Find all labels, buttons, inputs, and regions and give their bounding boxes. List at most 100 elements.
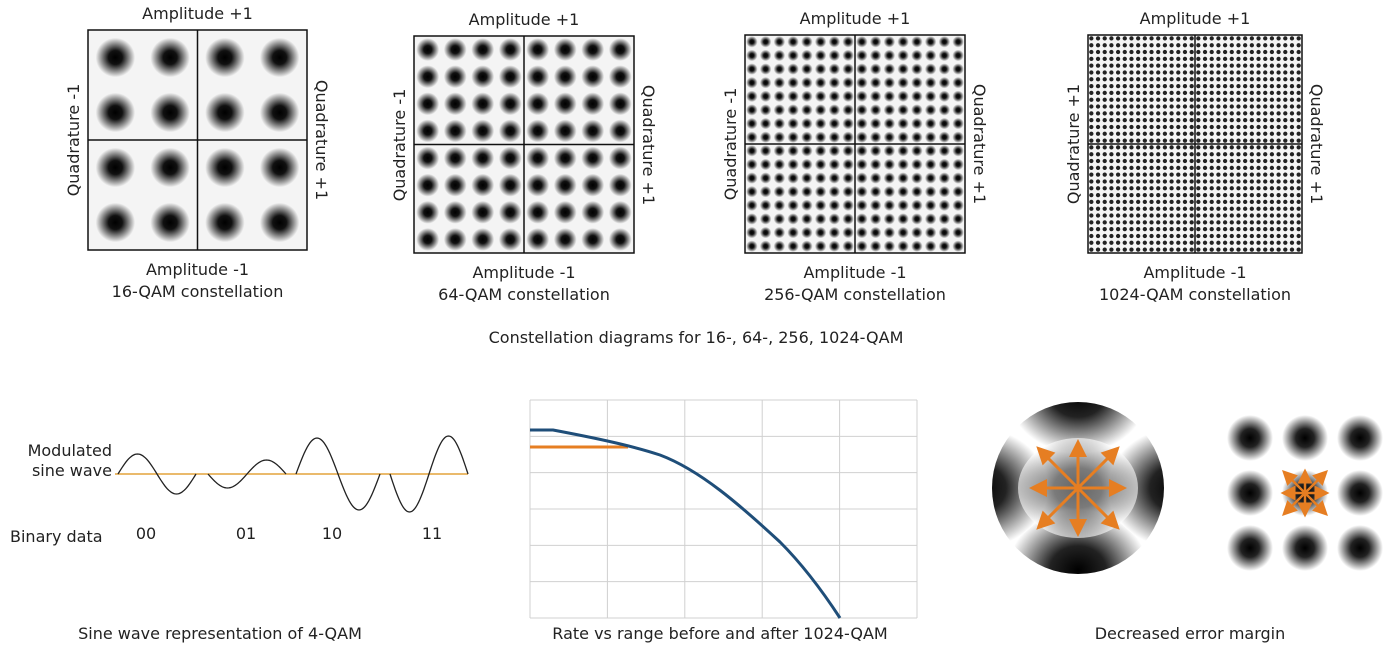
constellation-point — [1222, 152, 1228, 157]
constellation-point — [1236, 111, 1241, 116]
constellation-point — [1122, 118, 1127, 123]
constellation-point — [1229, 192, 1234, 198]
constellation-point — [1269, 90, 1275, 96]
constellation-point — [1169, 240, 1174, 245]
constellation-point — [1182, 56, 1188, 61]
constellation-point — [1256, 124, 1261, 130]
constellation-point — [1136, 165, 1141, 170]
constellation-point — [1276, 179, 1281, 184]
constellation-point — [1162, 158, 1168, 164]
constellation-point — [1176, 172, 1181, 177]
constellation-point — [1109, 118, 1114, 123]
constellation-point — [416, 119, 440, 143]
constellation-point — [1169, 56, 1174, 61]
constellation-point — [553, 65, 577, 89]
constellation-point — [1176, 165, 1181, 170]
constellation-point — [1276, 97, 1281, 102]
constellation-point — [1283, 124, 1288, 130]
constellation-point — [1149, 70, 1154, 75]
constellation-point — [773, 76, 786, 89]
constellation-point — [801, 172, 813, 184]
constellation-point — [1162, 104, 1168, 109]
constellation-point — [883, 90, 896, 103]
constellation-point — [1142, 111, 1147, 116]
constellation-point — [1122, 90, 1127, 96]
constellation-point — [205, 202, 245, 243]
constellation-point — [897, 36, 909, 48]
constellation-point — [1196, 247, 1201, 252]
constellation-point — [1089, 90, 1094, 96]
constellation-point — [924, 63, 937, 75]
constellation-point — [1236, 83, 1241, 89]
constellation-point — [842, 226, 854, 239]
constellation-point — [759, 172, 772, 184]
constellation-point — [1202, 56, 1208, 61]
amplitude-minus-label: Amplitude -1 — [803, 263, 907, 282]
constellation-point — [1129, 83, 1134, 89]
constellation-point — [1089, 118, 1094, 123]
constellation-point — [1129, 104, 1134, 109]
constellation-point — [581, 200, 605, 224]
constellation-point — [924, 90, 937, 103]
constellation-point — [1095, 124, 1101, 130]
constellation-point — [581, 173, 605, 197]
constellation-point — [746, 213, 758, 225]
constellation-point — [1202, 63, 1208, 68]
constellation-point — [1109, 36, 1114, 41]
constellation-point — [869, 226, 882, 239]
constellation-point — [1249, 43, 1254, 48]
constellation-point — [1276, 83, 1281, 89]
constellation-point — [1156, 172, 1161, 177]
constellation-point — [1115, 63, 1121, 68]
constellation-point — [1102, 145, 1107, 150]
constellation-point — [1162, 43, 1168, 48]
constellation-point — [1202, 165, 1208, 170]
constellation-point — [1102, 172, 1107, 177]
constellation-point — [1196, 158, 1201, 164]
constellation-point — [1136, 77, 1141, 82]
constellation-point — [1222, 124, 1228, 130]
constellation-point — [842, 240, 854, 252]
constellation-point — [1156, 63, 1161, 68]
amplitude-minus-label: Amplitude -1 — [145, 260, 250, 279]
constellation-point — [1149, 240, 1154, 245]
constellation-point — [1289, 165, 1295, 170]
constellation-point — [1102, 227, 1107, 232]
constellation-point — [1216, 247, 1221, 252]
constellation-point — [1162, 145, 1168, 150]
constellation-point — [1216, 186, 1221, 191]
constellation-point — [1216, 43, 1221, 48]
constellation-caption: 64-QAM constellation — [438, 285, 610, 304]
constellation-point — [1202, 233, 1208, 239]
constellation-point — [1189, 192, 1194, 198]
constellation-point — [1269, 124, 1275, 130]
constellation-point — [1236, 165, 1241, 170]
constellation-point — [1269, 77, 1275, 82]
constellation-point — [1256, 192, 1261, 198]
constellation-point — [814, 36, 827, 48]
constellation-point — [1129, 186, 1134, 191]
constellation-point — [1089, 63, 1094, 68]
constellation-point — [1196, 70, 1201, 75]
constellation-point — [1122, 158, 1127, 164]
constellation-point — [1109, 213, 1114, 218]
constellation-point — [1142, 83, 1147, 89]
constellation-point — [746, 145, 758, 157]
constellation-point — [1129, 118, 1134, 123]
constellation-point — [759, 240, 772, 252]
constellation-point — [1115, 179, 1121, 184]
constellation-point — [1176, 70, 1181, 75]
constellation-point — [1109, 90, 1114, 96]
constellation-point — [498, 65, 522, 89]
amplitude-plus-label: Amplitude +1 — [468, 10, 580, 29]
constellation-point — [1236, 138, 1241, 143]
constellation-point — [1189, 63, 1194, 68]
constellation-point — [1182, 131, 1188, 136]
constellation-point — [1276, 233, 1281, 239]
constellation-point — [1182, 199, 1188, 205]
constellation-point — [1243, 90, 1248, 96]
constellation-point — [1156, 186, 1161, 191]
constellation-point — [1162, 213, 1168, 218]
constellation-point — [1243, 192, 1248, 198]
constellation-point — [773, 199, 786, 212]
